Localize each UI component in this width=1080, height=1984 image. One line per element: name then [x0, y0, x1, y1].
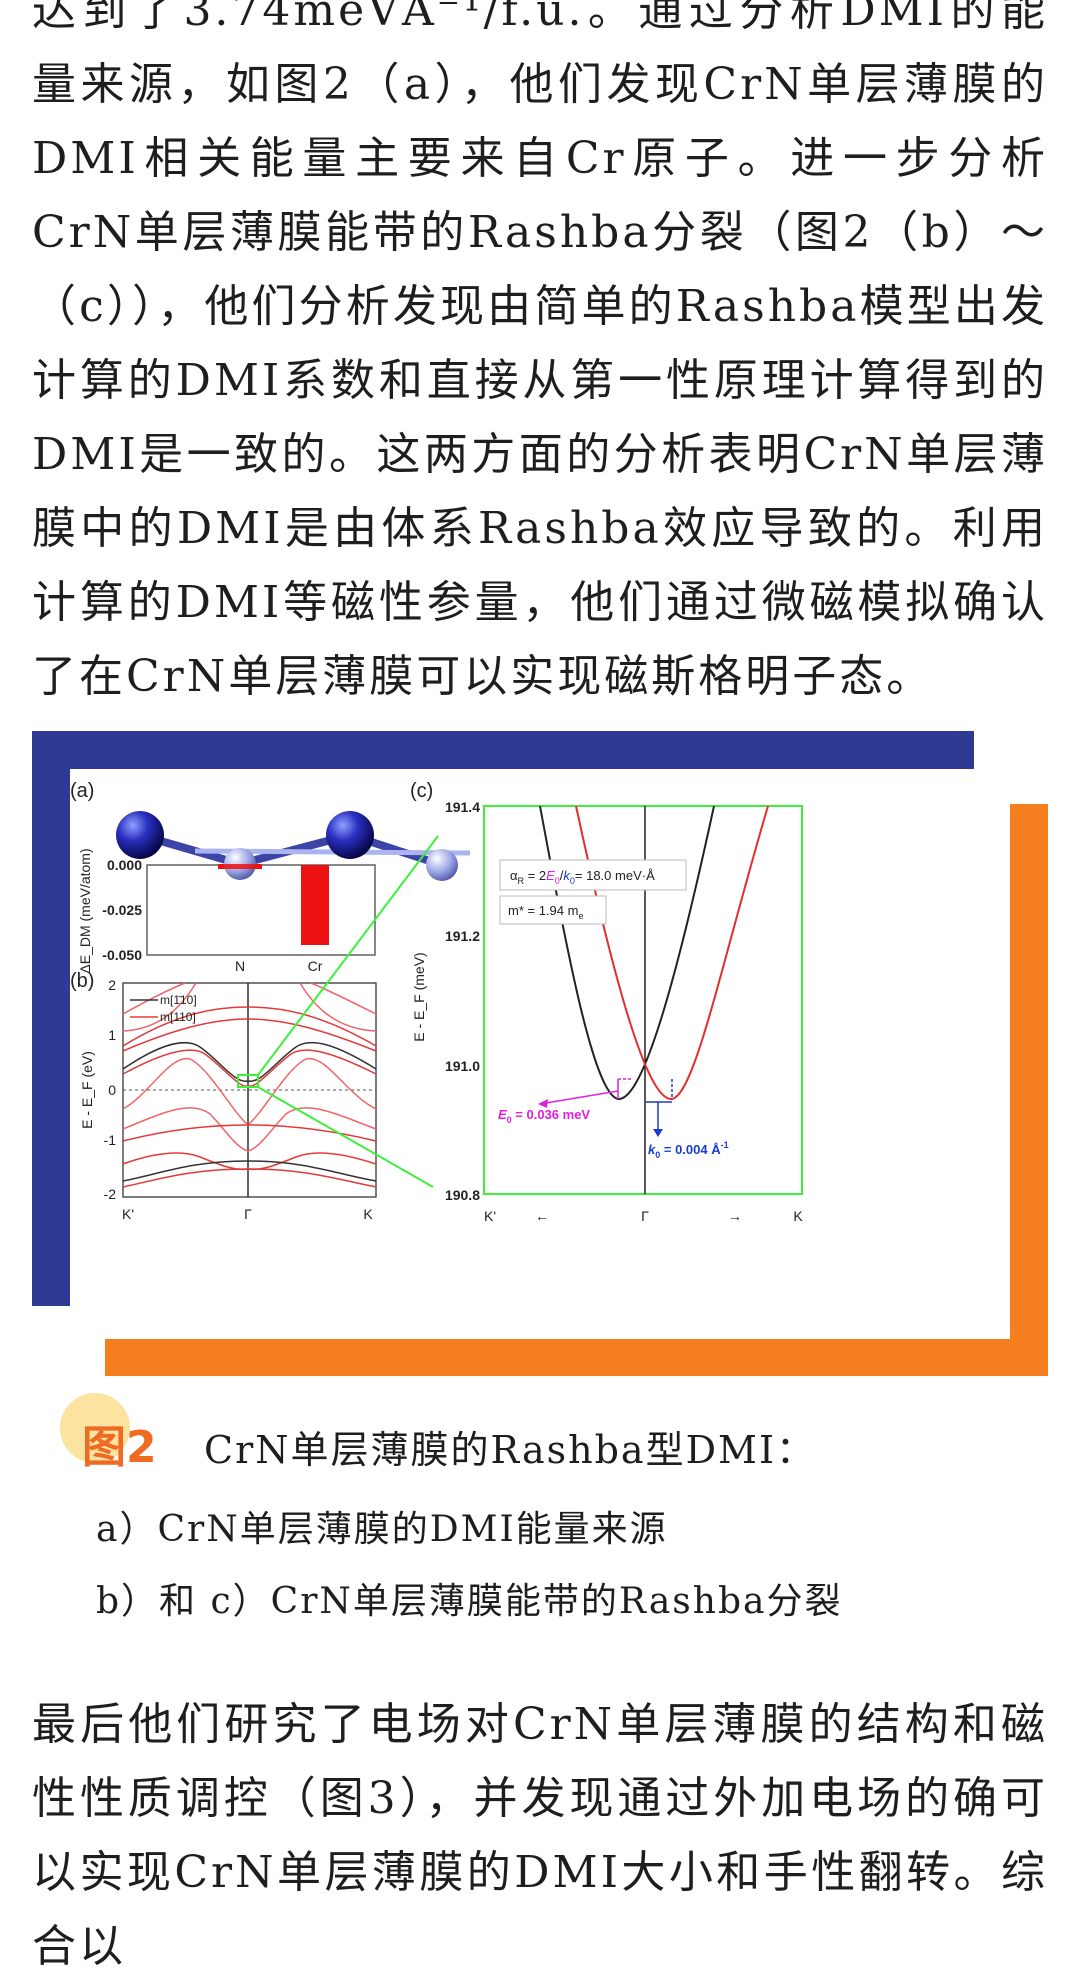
panel-c: (c) αR = 2E0/k0= 18.0 meV·Å m* = 1.94 me… [410, 780, 803, 1224]
legend-label: m[110] [160, 1010, 196, 1024]
tick-label: Γ [244, 1206, 252, 1222]
tick-label: ← [535, 1208, 549, 1224]
figure-frame-top [32, 731, 974, 769]
tick-label: -2 [104, 1186, 117, 1202]
caption-highlight-dot [60, 1393, 130, 1463]
tick-label: -0.025 [102, 902, 142, 918]
cr-atom [326, 811, 374, 859]
tick-label: K' [122, 1206, 134, 1222]
tick-label: → [728, 1208, 742, 1224]
figure-2-image: (a) ΔE_DM (meV/atom) 0.000 -0.025 -0.050… [70, 780, 803, 1224]
tick-label: 191.2 [445, 928, 480, 944]
panel-c-ylabel: E - E_F (meV) [411, 952, 427, 1041]
tick-label: 0.000 [107, 857, 142, 873]
zoom-box [237, 1074, 259, 1088]
article-paragraph: 达到了3.74meVÅ⁻¹/f.u.。通过分析DMI的能量来源，如图2（a），他… [32, 0, 1048, 702]
tick-label: 191.0 [445, 1058, 480, 1074]
band-lines [122, 982, 377, 1188]
tick-label: K [793, 1208, 803, 1224]
tick-label: Cr [308, 958, 323, 974]
panel-a: (a) ΔE_DM (meV/atom) 0.000 -0.025 -0.050… [70, 780, 471, 974]
panel-c-label: (c) [410, 780, 433, 802]
tick-label: N [235, 958, 245, 974]
band-red [575, 805, 769, 1101]
panel-b: (b) m[1̄10] m[110] 2 1 0 [70, 970, 377, 1222]
figure-frame-right [1010, 804, 1048, 1376]
e0-annotation: E0 = 0.036 meV [498, 1107, 590, 1125]
figure-caption-b: b）和 c）CrN单层薄膜能带的Rashba分裂 [96, 1581, 843, 1622]
panel-b-ylabel: E - E_F (eV) [79, 1051, 95, 1129]
tick-label: -1 [104, 1132, 117, 1148]
figure-caption-title: CrN单层薄膜的Rashba型DMI： [204, 1428, 816, 1472]
bar-cr [301, 865, 329, 945]
mass-annotation: m* = 1.94 me [508, 903, 583, 921]
tick-label: -0.050 [102, 947, 142, 963]
alpha-annotation: αR = 2E0/k0= 18.0 meV·Å [510, 868, 655, 886]
zoom-connector [257, 835, 439, 1076]
n-atom [426, 849, 458, 881]
band-black [539, 805, 715, 1101]
tick-label: 190.8 [445, 1187, 480, 1203]
tick-label: 1 [108, 1027, 116, 1043]
tick-label: 191.4 [445, 799, 480, 815]
tick-label: 2 [108, 977, 116, 993]
k0-annotation: k0 = 0.004 Å-1 [648, 1140, 729, 1160]
panel-a-axes [146, 864, 376, 956]
article-paragraph: 最后他们研究了电场对CrN单层薄膜的结构和磁性性质调控（图3），并发现通过外加电… [32, 1699, 1048, 1972]
figure-frame-left [32, 731, 70, 1306]
figure-frame-bottom [105, 1339, 1048, 1376]
cr-atom [116, 811, 164, 859]
legend-label: m[1̄10] [160, 993, 197, 1007]
tick-label: Γ [641, 1208, 649, 1224]
tick-label: K' [484, 1208, 496, 1224]
panel-b-label: (b) [70, 970, 94, 992]
panel-a-ylabel: ΔE_DM (meV/atom) [77, 848, 93, 973]
zoom-connector [257, 1086, 434, 1188]
panel-c-axes [483, 805, 803, 1195]
tick-label: 0 [108, 1082, 116, 1098]
panel-a-label: (a) [70, 780, 94, 802]
figure-caption-a: a）CrN单层薄膜的DMI能量来源 [96, 1509, 668, 1550]
figure-number: 图2 [82, 1422, 157, 1473]
tick-label: K [363, 1206, 373, 1222]
